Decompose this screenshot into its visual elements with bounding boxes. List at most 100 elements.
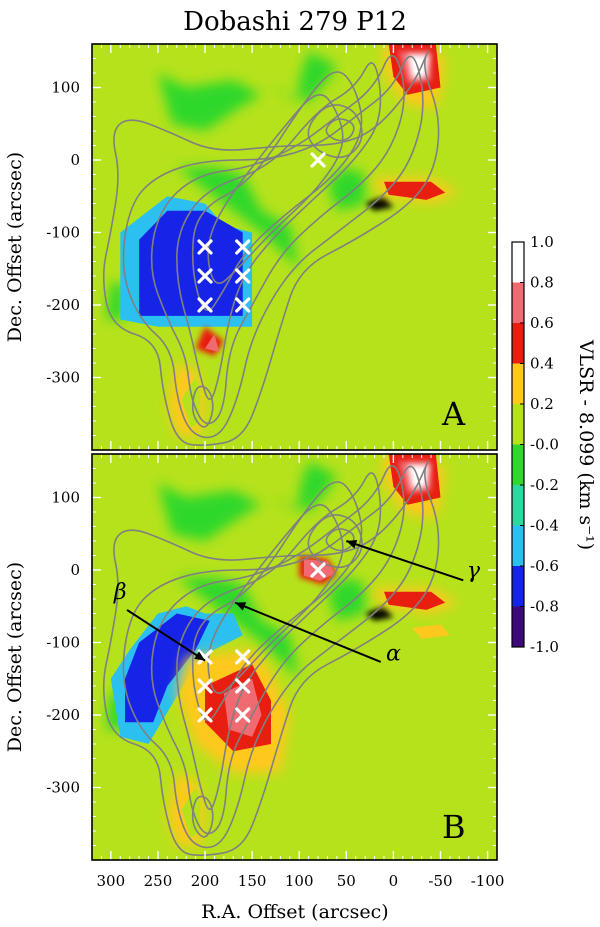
contour-line <box>102 460 440 856</box>
panel-frame <box>91 453 498 861</box>
colorbar-segment <box>512 566 524 607</box>
colorbar-tick-label: -0.4 <box>530 517 559 535</box>
velocity-region <box>271 461 337 512</box>
contour-line <box>102 50 440 446</box>
contour-line <box>325 118 355 142</box>
colorbar-tick-label: 0.4 <box>530 355 554 373</box>
colorbar-segment <box>512 323 524 364</box>
annotation-label: β <box>113 580 127 605</box>
panel-a: A <box>91 43 498 451</box>
y-tick-labels: 100 0 -100 -200 -300 <box>46 79 80 387</box>
panel-label-b: B <box>442 808 466 846</box>
colorbar: 1.0 0.8 0.6 0.4 0.2 -0.0 -0.2 -0.4 -0.6 -0.8 -1.0 <box>511 233 559 656</box>
pointing-marker <box>235 678 251 694</box>
annotation-arrow <box>126 609 206 662</box>
colorbar-segment <box>512 444 524 486</box>
y-tick-label: -100 <box>46 634 80 652</box>
contour-line <box>175 472 382 811</box>
x-tick-label: -100 <box>471 872 505 890</box>
y-tick-label: -300 <box>46 369 80 387</box>
contour-line <box>307 104 363 159</box>
colorbar-segment <box>512 404 524 445</box>
pointing-marker <box>235 239 251 255</box>
colorbar-segment <box>512 606 524 648</box>
velocity-map <box>92 44 497 450</box>
y-tick-label: 100 <box>51 79 80 97</box>
velocity-region <box>157 483 262 541</box>
pointing-marker <box>235 268 251 284</box>
colorbar-segment <box>512 525 524 567</box>
colorbar-tick-label: -0.6 <box>530 557 559 575</box>
x-tick-label: -50 <box>428 872 452 890</box>
colorbar-segment <box>512 282 524 324</box>
pointing-marker <box>310 562 326 578</box>
y-axis-label-a: Dec. Offset (arcsec) <box>4 152 26 342</box>
x-tick-label: 50 <box>337 872 356 890</box>
pointing-marker <box>235 297 251 313</box>
pointing-marker <box>197 297 213 313</box>
pointing-markers <box>197 562 326 723</box>
pointing-marker <box>197 239 213 255</box>
colorbar-tick-label: -0.0 <box>530 436 559 454</box>
y-tick-label: 0 <box>70 561 80 579</box>
annotations: β α γ <box>113 539 481 667</box>
y-tick-label: -100 <box>46 224 80 242</box>
x-tick-label: 300 <box>97 872 126 890</box>
pointing-marker <box>197 268 213 284</box>
velocity-region <box>106 283 125 320</box>
pointing-marker <box>197 678 213 694</box>
contour-line <box>191 385 214 428</box>
velocity-region <box>223 678 262 737</box>
velocity-region <box>365 196 394 211</box>
colorbar-tick-label: -0.8 <box>530 598 559 616</box>
y-tick-label: 0 <box>70 151 80 169</box>
intensity-contours <box>102 50 440 446</box>
contour-line <box>150 464 405 835</box>
velocity-region <box>125 613 210 723</box>
annotation-arrowhead <box>346 539 358 549</box>
colorbar-tick-label: -0.2 <box>530 476 559 494</box>
y-tick-label: 100 <box>51 489 80 507</box>
velocity-region <box>223 334 243 385</box>
y-axis-label-b: Dec. Offset (arcsec) <box>4 562 26 752</box>
panel-label-a: A <box>441 395 466 433</box>
velocity-region <box>412 624 450 639</box>
velocity-region <box>139 210 243 316</box>
intensity-contours <box>102 460 440 856</box>
pointing-marker <box>197 649 213 665</box>
velocity-region <box>384 181 446 200</box>
annotation-arrowhead <box>235 602 247 611</box>
colorbar-segment <box>512 242 524 283</box>
x-tick-label: 0 <box>389 872 399 890</box>
x-tick-labels: 300 250 200 150 100 50 0 -50 -100 <box>97 872 505 890</box>
colorbar-tick-label: -1.0 <box>530 638 559 656</box>
contour-line <box>150 55 405 425</box>
x-tick-label: 250 <box>144 872 173 890</box>
pointing-marker <box>235 649 251 665</box>
velocity-region <box>384 591 446 610</box>
panel-frame <box>91 43 498 451</box>
colorbar-tick-label: 0.8 <box>530 274 554 292</box>
contour-line <box>191 795 214 838</box>
contour-line <box>122 55 424 439</box>
contour-line <box>307 514 363 569</box>
pointing-marker <box>310 152 326 168</box>
velocity-region <box>271 51 337 102</box>
x-axis-label: R.A. Offset (arcsec) <box>201 901 388 923</box>
velocity-region <box>157 73 262 131</box>
annotation-arrow <box>345 540 464 582</box>
annotation-arrow <box>234 601 382 663</box>
y-tick-label: -300 <box>46 779 80 797</box>
annotation-label: γ <box>467 558 481 583</box>
pointing-markers <box>197 152 326 313</box>
colorbar-label: VLSR - 8.099 (km s⁻¹) <box>575 339 597 550</box>
x-tick-label: 100 <box>285 872 314 890</box>
annotation-arrowhead <box>194 651 206 661</box>
velocity-map <box>92 454 497 860</box>
panel-b: β α γ B <box>91 453 498 861</box>
x-tick-label: 150 <box>238 872 267 890</box>
colorbar-tick-label: 1.0 <box>530 233 554 251</box>
contour-line <box>175 62 382 401</box>
chart-title: Dobashi 279 P12 <box>183 7 407 37</box>
